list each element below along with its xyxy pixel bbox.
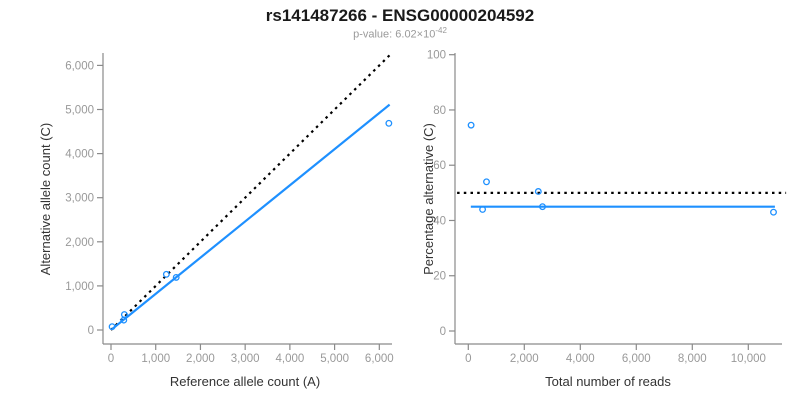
data-point <box>770 208 777 216</box>
y-tick-label: 40 <box>433 215 446 227</box>
identity-line <box>110 54 391 331</box>
x-tick-label: 6,000 <box>622 353 651 365</box>
x-axis-title: Reference allele count (A) <box>170 374 320 389</box>
x-tick-label: 3,000 <box>231 353 260 365</box>
y-tick-label: 60 <box>433 160 446 172</box>
data-point <box>534 188 542 195</box>
y-tick-label: 20 <box>433 271 446 283</box>
x-tick-label: 8,000 <box>678 353 707 365</box>
y-tick-label: 5,000 <box>65 105 94 117</box>
x-tick-label: 6,000 <box>365 353 394 365</box>
plot-subtitle: p-value: 6.02×10-42 <box>0 26 800 41</box>
y-tick-label: 100 <box>427 50 446 62</box>
data-point <box>162 270 170 278</box>
data-point <box>172 273 180 281</box>
x-tick-label: 2,000 <box>510 353 539 365</box>
data-point <box>120 311 128 318</box>
y-tick-label: 6,000 <box>65 60 94 72</box>
y-tick-label: 0 <box>88 325 94 337</box>
y-axis-title: Percentage alternative (C) <box>421 123 436 275</box>
data-point <box>385 119 393 127</box>
x-tick-label: 4,000 <box>566 353 595 365</box>
left-scatter-chart: 0 1,000 2,000 3,000 4,000 5,000 6,000 0 1,000 2,0… <box>38 53 394 389</box>
data-point <box>108 323 116 331</box>
x-tick-label: 0 <box>465 353 471 365</box>
x-axis-title: Total number of reads <box>545 374 671 389</box>
x-tick-label: 5,000 <box>320 353 349 365</box>
x-tick-label: 1,000 <box>141 353 170 365</box>
y-tick-label: 0 <box>440 326 446 338</box>
y-tick-label: 1,000 <box>65 281 94 293</box>
y-axis-title: Alternative allele count (C) <box>38 123 53 275</box>
y-tick-label: 4,000 <box>65 149 94 161</box>
x-tick-label: 10,000 <box>731 353 766 365</box>
data-point <box>479 205 487 213</box>
data-point <box>467 121 475 129</box>
y-tick-label: 80 <box>433 105 446 117</box>
x-tick-label: 4,000 <box>275 353 304 365</box>
plot-title: rs141487266 - ENSG00000204592 <box>265 6 535 25</box>
pvalue-text: p-value: 6.02×10 <box>353 28 436 41</box>
x-tick-label: 0 <box>108 353 114 365</box>
regression-line <box>111 103 391 330</box>
y-tick-label: 3,000 <box>65 193 94 205</box>
pvalue-exponent: -42 <box>435 26 447 35</box>
data-point <box>539 203 546 211</box>
data-point <box>483 178 490 186</box>
y-tick-label: 2,000 <box>65 237 94 249</box>
x-tick-label: 2,000 <box>186 353 215 365</box>
right-scatter-chart: 0 2,000 4,000 6,000 8,000 10,000 0 20 40 60 80 100 T… <box>421 50 787 389</box>
